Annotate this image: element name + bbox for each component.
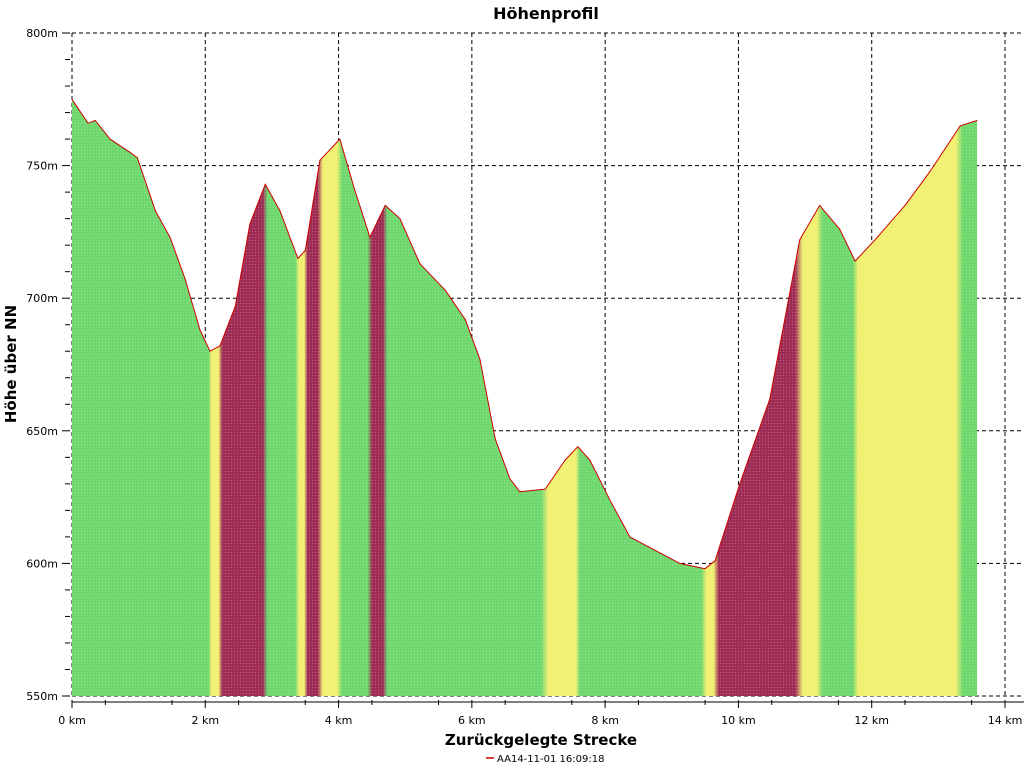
data-point — [629, 536, 631, 538]
data-point — [739, 483, 741, 485]
x-tick-label: 10 km — [721, 714, 756, 727]
data-point — [319, 159, 321, 161]
data-point — [264, 183, 266, 185]
data-point — [799, 239, 801, 241]
data-point — [129, 151, 131, 153]
x-axis-label: Zurückgelegte Strecke — [445, 731, 637, 749]
data-point — [577, 446, 579, 448]
data-point — [519, 491, 521, 493]
data-point — [564, 459, 566, 461]
data-point — [234, 305, 236, 307]
data-point — [249, 223, 251, 225]
data-point — [704, 568, 706, 570]
chart-title: Höhenprofil — [493, 4, 599, 23]
data-point — [304, 249, 306, 251]
elevation-texture — [72, 99, 978, 697]
data-point — [94, 120, 96, 122]
legend-label: AA14-11-01 16:09:18 — [497, 754, 604, 765]
data-point — [87, 122, 89, 124]
data-point — [136, 157, 138, 159]
data-point — [154, 210, 156, 212]
data-point — [509, 478, 511, 480]
x-tick-label: 12 km — [854, 714, 889, 727]
data-point — [297, 257, 299, 259]
y-tick-label: 700m — [26, 292, 58, 305]
data-point — [109, 138, 111, 140]
y-axis-label: Höhe über NN — [2, 305, 20, 423]
y-tick-label: 600m — [26, 557, 58, 570]
y-tick-label: 650m — [26, 425, 58, 438]
data-point — [399, 218, 401, 220]
data-point — [904, 204, 906, 206]
data-point — [874, 239, 876, 241]
data-point — [219, 345, 221, 347]
data-point — [419, 263, 421, 265]
data-point — [839, 228, 841, 230]
elevation-area — [71, 98, 978, 697]
data-point — [769, 398, 771, 400]
axes: 0 km 2 km 4 km 6 km 8 km 10 km 12 km 14 km 550m 6… — [26, 27, 1024, 727]
data-point — [659, 552, 661, 554]
data-point — [279, 210, 281, 212]
data-point — [339, 138, 341, 140]
data-point — [679, 562, 681, 564]
data-point — [354, 188, 356, 190]
data-point — [959, 125, 961, 127]
y-tick-label: 550m — [26, 690, 58, 703]
data-point — [609, 499, 611, 501]
data-point — [384, 204, 386, 206]
data-point — [479, 358, 481, 360]
data-point — [184, 279, 186, 281]
data-point — [589, 459, 591, 461]
data-point — [444, 289, 446, 291]
data-point — [464, 318, 466, 320]
data-point — [199, 329, 201, 331]
y-tick-label: 800m — [26, 27, 58, 40]
data-point — [929, 170, 931, 172]
data-point — [854, 260, 856, 262]
x-tick-label: 14 km — [988, 714, 1023, 727]
x-tick-label: 0 km — [58, 714, 86, 727]
x-tick-label: 8 km — [591, 714, 619, 727]
y-tick-label: 750m — [26, 160, 58, 173]
data-point — [819, 204, 821, 206]
x-tick-label: 6 km — [458, 714, 486, 727]
data-point — [544, 488, 546, 490]
data-point — [494, 438, 496, 440]
data-point — [209, 350, 211, 352]
data-point — [714, 560, 716, 562]
x-tick-label: 4 km — [325, 714, 353, 727]
data-point — [71, 98, 73, 100]
data-point — [369, 236, 371, 238]
x-tick-label: 2 km — [191, 714, 219, 727]
elevation-line — [71, 99, 978, 570]
data-point — [169, 236, 171, 238]
data-point — [976, 120, 978, 122]
